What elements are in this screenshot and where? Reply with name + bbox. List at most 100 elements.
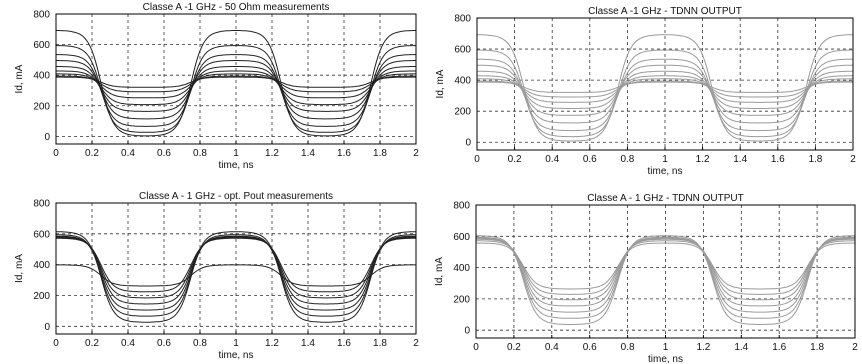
x-tick-label: 1.6 (337, 148, 351, 159)
x-tick-label: 0.2 (507, 342, 521, 353)
y-tick-label: 400 (454, 76, 471, 87)
series-line-1 (56, 30, 416, 137)
x-tick-label: 1 (233, 148, 239, 159)
series-line-6 (56, 70, 416, 106)
x-tick-label: 0.4 (121, 148, 135, 159)
chart-panel-4: 0 0.2 0.4 0.6 0.8 1 1.2 1.4 1.6 1.8 2 0 200 400 600 800… (434, 193, 858, 364)
series-line-9 (56, 76, 416, 88)
x-tick-label: 1.8 (808, 154, 822, 165)
x-tick-label: 0.6 (583, 342, 597, 353)
x-tick-label: 1 (662, 154, 668, 165)
series-line-3 (56, 54, 416, 127)
y-tick-label: 600 (33, 40, 50, 51)
x-tick-label: 0.6 (157, 338, 171, 349)
x-tick-label: 0 (474, 154, 480, 165)
x-tick-label: 1.4 (734, 342, 748, 353)
y-tick-label: 800 (454, 14, 471, 25)
chart-title: Classe A -1 GHz - 50 Ohm measurements (143, 2, 330, 13)
series-line-8 (56, 75, 416, 93)
x-tick-label: 1 (233, 338, 239, 349)
x-tick-label: 1.4 (301, 148, 315, 159)
x-tick-label: 1.2 (265, 338, 279, 349)
x-axis-label: time, ns (218, 160, 253, 171)
x-tick-label: 0 (53, 148, 59, 159)
y-axis-label: Id, mA (14, 254, 25, 283)
series-line-6 (56, 237, 416, 293)
x-tick-label: 0.8 (193, 338, 207, 349)
y-axis-label: Id, mA (14, 64, 25, 93)
chart-title: Classe A -1 GHz - TDNN OUTPUT (588, 6, 742, 17)
x-tick-label: 0.6 (157, 148, 171, 159)
x-axis-label: time, ns (647, 166, 682, 177)
y-tick-label: 200 (454, 107, 471, 118)
x-tick-label: 0.4 (545, 342, 559, 353)
x-tick-label: 1.4 (733, 154, 747, 165)
x-tick-label: 0.2 (508, 154, 522, 165)
y-tick-label: 600 (454, 45, 471, 56)
series-line-5 (476, 238, 855, 301)
series-line-3 (476, 237, 855, 313)
x-tick-label: 1.2 (696, 342, 710, 353)
series-line-7 (56, 264, 416, 287)
x-tick-label: 0 (473, 342, 479, 353)
x-axis-label: time, ns (648, 354, 683, 364)
x-tick-label: 1.6 (772, 342, 786, 353)
series-line-6 (477, 75, 853, 109)
x-tick-label: 2 (413, 148, 419, 159)
x-tick-label: 0.2 (85, 148, 99, 159)
y-tick-label: 200 (33, 291, 50, 302)
x-tick-label: 1.6 (337, 338, 351, 349)
x-tick-label: 2 (850, 154, 856, 165)
series-line-2 (476, 236, 855, 319)
y-tick-label: 800 (33, 199, 50, 210)
series-line-7 (56, 73, 416, 99)
y-axis-label: Id, mA (434, 257, 445, 286)
y-tick-label: 800 (453, 201, 470, 212)
y-tick-label: 0 (44, 132, 50, 143)
x-tick-label: 0.8 (193, 148, 207, 159)
series-line-3 (56, 235, 416, 311)
chart-title: Classe A - 1 GHz - TDNN OUTPUT (587, 193, 744, 204)
x-tick-label: 0 (53, 338, 59, 349)
chart-title: Classe A - 1 GHz - opt. Pout measurement… (139, 191, 333, 202)
x-axis-label: time, ns (218, 350, 253, 361)
series-line-1 (476, 235, 855, 325)
series-line-5 (56, 237, 416, 299)
series-line-7 (476, 242, 855, 290)
series-line-5 (477, 70, 853, 116)
x-tick-label: 1.8 (373, 148, 387, 159)
series-line-4 (477, 64, 853, 124)
y-tick-label: 400 (33, 71, 50, 82)
x-tick-label: 1.8 (810, 342, 824, 353)
x-tick-label: 0.8 (621, 342, 635, 353)
x-tick-label: 0.4 (121, 338, 135, 349)
series-line-3 (477, 58, 853, 132)
chart-panel-2: 0 0.2 0.4 0.6 0.8 1 1.2 1.4 1.6 1.8 2 0 200 400 600 800… (435, 6, 856, 177)
x-tick-label: 0.6 (583, 154, 597, 165)
y-tick-label: 600 (33, 229, 50, 240)
series-line-7 (477, 78, 853, 103)
series-line-2 (477, 49, 853, 138)
y-tick-label: 400 (33, 260, 50, 271)
chart-panel-3: 0 0.2 0.4 0.6 0.8 1 1.2 1.4 1.6 1.8 2 0 200 400 600 800… (14, 191, 419, 361)
series-line-2 (56, 45, 416, 133)
x-tick-label: 1.8 (373, 338, 387, 349)
x-tick-label: 1.6 (771, 154, 785, 165)
x-tick-label: 1 (663, 342, 669, 353)
x-tick-label: 1.4 (301, 338, 315, 349)
x-tick-label: 1.2 (265, 148, 279, 159)
series-line-4 (56, 236, 416, 305)
y-tick-label: 200 (453, 294, 470, 305)
series-line-1 (56, 231, 416, 323)
y-tick-label: 0 (464, 326, 470, 337)
series-line-8 (477, 80, 853, 98)
y-axis-label: Id, mA (435, 69, 446, 98)
y-tick-label: 200 (33, 101, 50, 112)
y-tick-label: 800 (33, 10, 50, 21)
x-tick-label: 0.8 (620, 154, 634, 165)
series-line-1 (477, 34, 853, 142)
y-tick-label: 0 (465, 138, 471, 149)
series-line-5 (56, 66, 416, 112)
series-line-4 (56, 60, 416, 120)
x-tick-label: 2 (413, 338, 419, 349)
